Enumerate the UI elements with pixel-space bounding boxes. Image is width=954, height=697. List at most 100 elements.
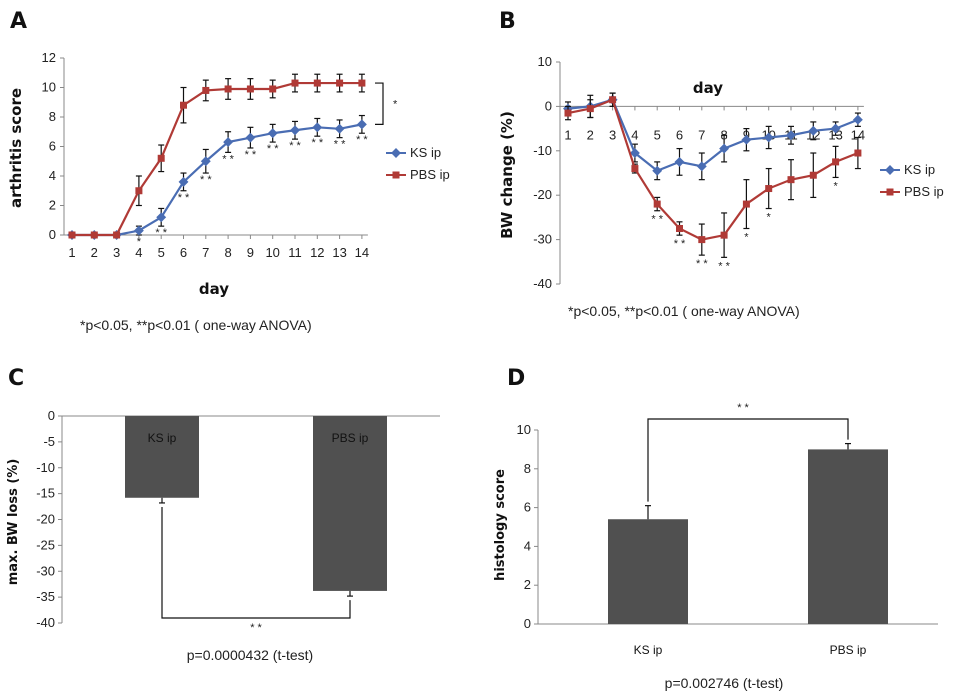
panel-b-point-ks: [786, 130, 796, 141]
panel-a-significance-mark: * *: [245, 149, 257, 161]
panel-a-point-pbs: [246, 85, 254, 93]
panel-b-point-pbs: [631, 165, 639, 173]
panel-b-y-tick-label: -30: [533, 232, 552, 247]
panel-a-y-tick-label: 4: [49, 168, 56, 183]
panel-a-x-tick-label: 1: [68, 245, 75, 260]
panel-c-ylabel: max. BW loss (%): [6, 459, 21, 586]
panel-b-point-ks: [652, 165, 663, 176]
panel-a-bracket: [375, 82, 384, 125]
panel-b-x-tick-label: 7: [698, 127, 705, 142]
panel-a-xlabel: day: [199, 280, 229, 298]
panel-c-y-tick-label: -5: [43, 434, 55, 449]
panel-a-x-tick-label: 7: [202, 245, 209, 260]
panel-a-point-pbs: [90, 231, 98, 239]
panel-c-bracket-mark: * *: [250, 622, 262, 634]
panel-b-point-pbs: [586, 105, 594, 113]
panel-b-legend-marker: [886, 188, 894, 196]
panel-b-significance-mark: * *: [674, 238, 686, 250]
panel-a-point-ks: [312, 122, 323, 133]
panel-a-significance-mark: * *: [356, 134, 368, 146]
panel-d-bar-pbs: [808, 449, 888, 624]
panel-d-category-label: KS ip: [634, 643, 663, 657]
panel-c-y-tick-label: -30: [36, 563, 55, 578]
panel-c-y-tick-label: -20: [36, 512, 55, 527]
panel-c-bar-ks: [125, 416, 199, 498]
panel-b-xlabel: day: [693, 79, 723, 97]
panel-b-point-pbs: [787, 176, 795, 184]
panel-b-x-tick-label: 3: [609, 127, 616, 142]
panel-b-significance-mark: * *: [696, 258, 708, 270]
panel-a-x-tick-label: 13: [332, 245, 346, 260]
panel-b-point-ks: [830, 123, 841, 134]
panel-d-ylabel: histology score: [493, 469, 508, 581]
panel-b-ylabel: BW change (%): [498, 111, 516, 239]
panel-b-y-tick-label: -40: [533, 276, 552, 291]
panel-a-y-tick-label: 12: [42, 50, 56, 65]
panel-a-point-ks: [290, 125, 300, 136]
panel-a-significance-mark: * *: [155, 227, 167, 239]
panel-b-point-pbs: [676, 225, 683, 232]
panel-a-bracket-mark: *: [393, 99, 398, 111]
panel-a-point-pbs: [68, 231, 76, 239]
panel-c-plot: 0 -5 -10 -15 -20 -25 -30 -35 -40 KS ip PBS ip * *: [36, 408, 440, 634]
panel-a-series-line-pbs: [72, 81, 362, 237]
panel-c-note: p=0.0000432 (t-test): [187, 647, 313, 663]
panel-a-x-tick-label: 10: [265, 245, 279, 260]
panel-b-legend-label: KS ip: [904, 162, 935, 177]
panel-b-legend-label: PBS ip: [904, 184, 944, 199]
panel-b-x-tick-label: 4: [631, 127, 638, 142]
panel-a-x-tick-label: 12: [310, 245, 324, 260]
panel-a-point-pbs: [224, 85, 232, 93]
panel-b-y-tick-label: 10: [538, 54, 552, 69]
panel-a-significance-mark: * *: [334, 139, 346, 151]
panel-c-y-tick-label: -40: [36, 615, 55, 630]
panel-c-y-tick-label: -15: [36, 486, 55, 501]
panel-b-point-pbs: [809, 171, 817, 179]
panel-a-legend-label: PBS ip: [410, 167, 450, 182]
panel-a-point-pbs: [135, 187, 143, 195]
panel-b-legend-marker: [885, 165, 895, 175]
panel-c-y-tick-label: -10: [36, 460, 55, 475]
panel-a-point-pbs: [336, 79, 344, 87]
panel-a-y-tick-label: 6: [49, 139, 56, 154]
panel-b-point-ks: [719, 143, 730, 154]
panel-a-x-tick-label: 6: [180, 245, 187, 260]
panel-c: C 0 -5 -10 -15 -20 -25 -30 -35 -40 KS ip PBS ip * *…: [6, 366, 440, 663]
panel-a-x-tick-label: 14: [355, 245, 369, 260]
panel-b-point-ks: [808, 125, 819, 136]
panel-c-bar-pbs: [313, 416, 387, 591]
panel-a-legend-marker: [391, 148, 401, 158]
panel-a-significance-mark: * *: [178, 192, 190, 204]
panel-b-significance-mark: * *: [651, 214, 663, 226]
panel-a-point-ks: [156, 212, 167, 223]
panel-a-x-tick-label: 9: [247, 245, 254, 260]
panel-a-significance-mark: * *: [222, 153, 234, 165]
panel-a-point-ks: [200, 156, 211, 167]
panel-a-significance-mark: * *: [200, 174, 212, 186]
panel-a-point-ks: [178, 176, 189, 187]
panel-a-point-ks: [267, 128, 278, 139]
panel-d-category-label: PBS ip: [830, 643, 867, 657]
panel-label-c: C: [8, 366, 24, 391]
panel-d-y-tick-label: 4: [524, 538, 531, 553]
panel-b-point-pbs: [609, 96, 617, 104]
panel-c-category-label: KS ip: [148, 431, 177, 445]
panel-d-bracket: [647, 418, 849, 502]
panel-a-note: *p<0.05, **p<0.01 ( one-way ANOVA): [80, 317, 312, 333]
panel-a-y-tick-label: 0: [49, 227, 56, 242]
panel-c-y-tick-label: -35: [36, 589, 55, 604]
panel-a-legend-marker: [392, 171, 400, 179]
panel-b-x-tick-label: 2: [587, 127, 594, 142]
panel-b-point-ks: [629, 148, 640, 158]
panel-d-y-tick-label: 8: [524, 461, 531, 476]
panel-b-point-pbs: [854, 149, 862, 157]
panel-d-y-tick-label: 6: [524, 500, 531, 515]
panel-a-point-pbs: [269, 85, 277, 93]
panel-b-series-line-pbs: [567, 98, 859, 241]
panel-d-note: p=0.002746 (t-test): [665, 675, 784, 691]
panel-d-bracket-mark: * *: [737, 402, 749, 414]
panel-b-point-pbs: [832, 158, 840, 166]
panel-b-point-pbs: [698, 236, 706, 244]
